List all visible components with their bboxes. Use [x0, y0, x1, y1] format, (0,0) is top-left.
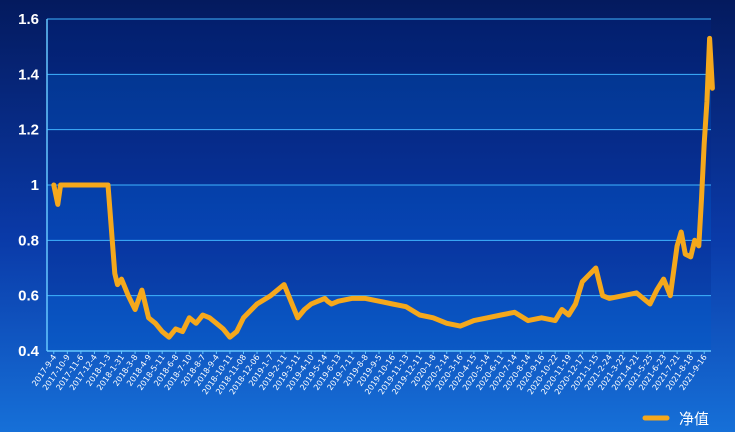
legend-label: 净值: [679, 410, 709, 428]
y-tick-label: 1.2: [18, 122, 39, 139]
legend: 净值: [642, 410, 709, 428]
y-tick-label: 1: [31, 177, 39, 194]
y-tick-label: 1.6: [18, 11, 39, 28]
x-tick-labels: 2017-9-42017-10-92017-11-62017-12-42018-…: [30, 351, 709, 396]
plot-bands: [47, 19, 711, 351]
plot-band: [47, 185, 711, 241]
y-tick-label: 0.8: [18, 232, 39, 249]
plot-band: [47, 74, 711, 130]
y-tick-labels: 0.4 0.6 0.8 1 1.2 1.4 1.6: [18, 11, 40, 360]
plot-band: [47, 129, 711, 185]
plot-band: [47, 240, 711, 296]
y-tick-label: 0.6: [18, 288, 39, 305]
plot-band: [47, 19, 711, 75]
series-line-net-value: [51, 35, 715, 340]
y-tick-label: 1.4: [18, 66, 40, 83]
y-tick-label: 0.4: [18, 343, 40, 360]
